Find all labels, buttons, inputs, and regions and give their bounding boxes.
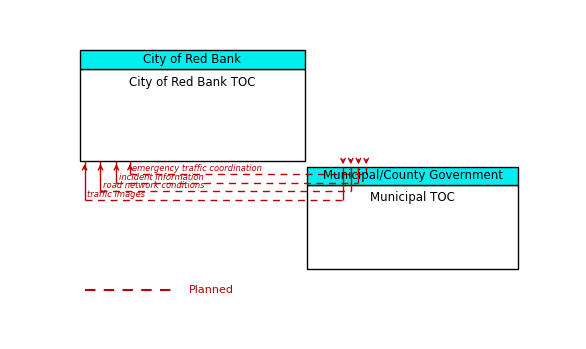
Text: Municipal TOC: Municipal TOC [370,192,455,205]
Text: emergency traffic coordination: emergency traffic coordination [132,164,262,173]
Bar [307,167,519,185]
Text: traffic images: traffic images [87,190,145,199]
Text: Municipal/County Government: Municipal/County Government [323,169,503,182]
Bar [80,50,305,69]
Text: Planned: Planned [189,285,234,296]
Text: City of Red Bank TOC: City of Red Bank TOC [130,76,255,89]
Bar [307,185,519,269]
Text: incident information: incident information [118,173,203,182]
Text: City of Red Bank: City of Red Bank [144,53,241,66]
Bar [80,69,305,162]
Text: road network conditions: road network conditions [103,181,205,191]
